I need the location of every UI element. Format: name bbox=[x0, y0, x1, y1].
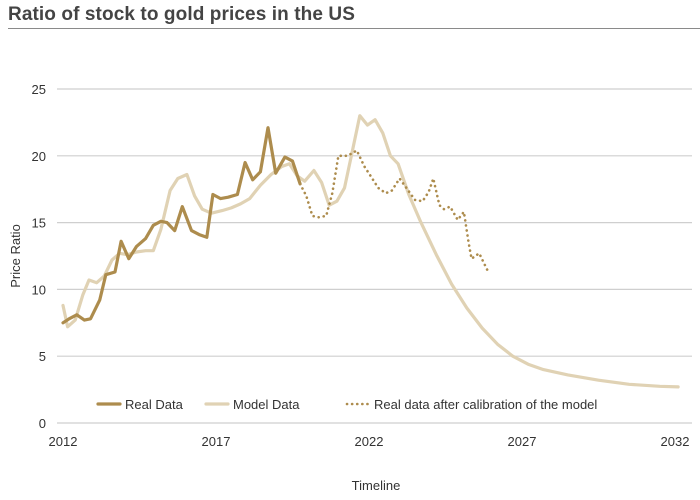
y-axis-label: Price Ratio bbox=[8, 224, 23, 288]
series-line-real-data-after-calibration-of-the-model bbox=[298, 149, 490, 274]
x-tick-label: 2012 bbox=[49, 434, 78, 449]
y-tick-label: 0 bbox=[39, 416, 46, 431]
y-tick-label: 15 bbox=[32, 216, 46, 231]
legend-label: Real data after calibration of the model bbox=[374, 397, 597, 412]
chart-title: Ratio of stock to gold prices in the US bbox=[8, 4, 355, 25]
x-tick-label: 2032 bbox=[661, 434, 690, 449]
series-line-real-data bbox=[61, 126, 302, 325]
y-tick-label: 25 bbox=[32, 82, 46, 97]
title-divider bbox=[8, 28, 700, 29]
y-tick-label: 20 bbox=[32, 149, 46, 164]
x-tick-label: 2027 bbox=[508, 434, 537, 449]
legend-label: Model Data bbox=[233, 397, 300, 412]
x-tick-label: 2022 bbox=[355, 434, 384, 449]
y-tick-label: 10 bbox=[32, 282, 46, 297]
x-axis-label: Timeline bbox=[352, 478, 401, 493]
x-tick-label: 2017 bbox=[202, 434, 231, 449]
legend-label: Real Data bbox=[125, 397, 184, 412]
y-tick-label: 5 bbox=[39, 349, 46, 364]
